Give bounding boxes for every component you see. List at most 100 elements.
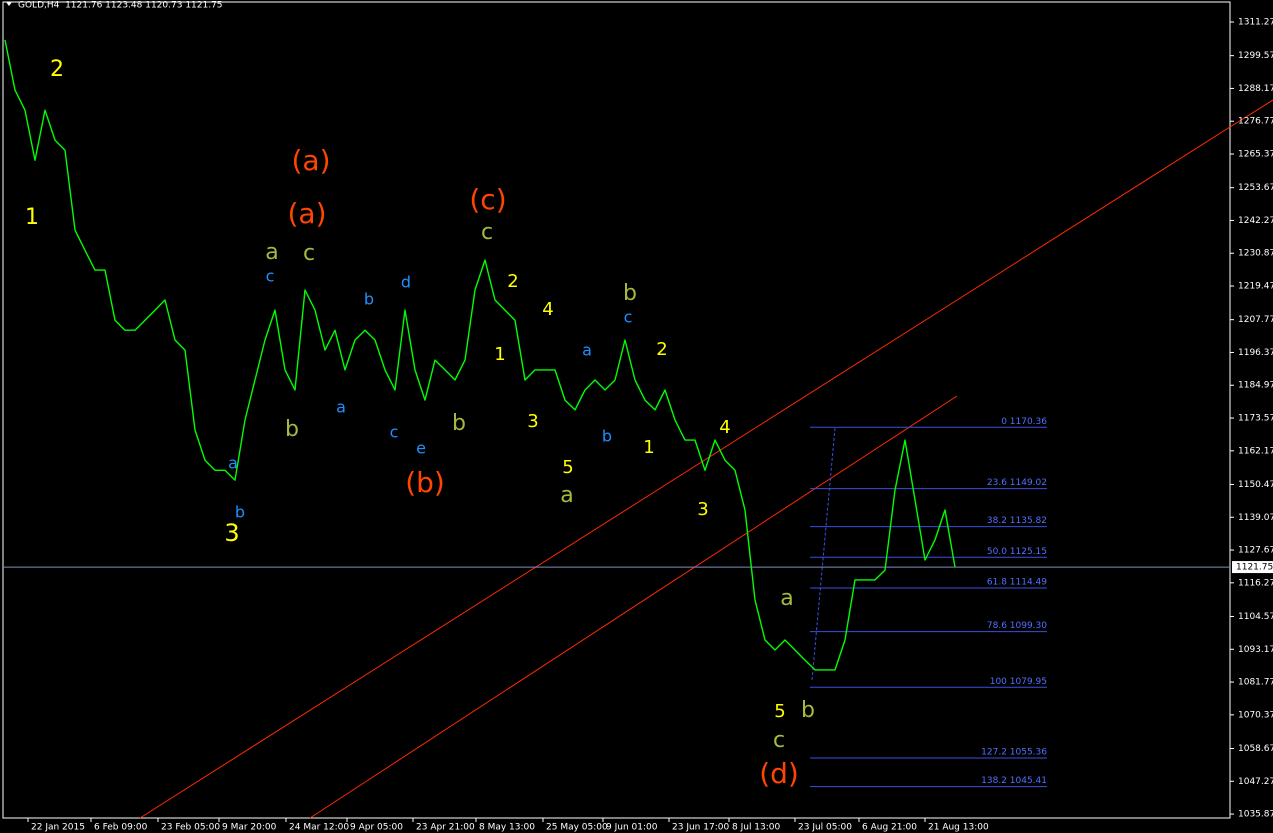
x-tick-label: 6 Aug 21:00	[862, 823, 917, 833]
y-tick-label: 1093.17	[1238, 645, 1273, 655]
x-tick-label: 24 Mar 12:00	[289, 823, 349, 833]
y-tick-label: 1265.37	[1238, 150, 1273, 160]
wave-label: 3	[697, 499, 708, 520]
wave-label: a	[336, 398, 346, 417]
y-tick-label: 1196.37	[1238, 348, 1273, 358]
fib-label: 23.6 1149.02	[987, 478, 1047, 488]
y-tick-label: 1081.77	[1238, 678, 1273, 688]
wave-label: b	[801, 698, 815, 723]
x-tick-label: 23 Feb 05:00	[161, 823, 220, 833]
wave-label: (d)	[759, 757, 799, 790]
x-tick-label: 9 Apr 05:00	[350, 823, 403, 833]
fib-trendline	[811, 427, 836, 681]
wave-label: 5	[562, 457, 573, 478]
wave-label: (c)	[469, 183, 506, 216]
y-tick-label: 1230.87	[1238, 249, 1273, 259]
y-tick-label: 1070.37	[1238, 710, 1273, 720]
x-tick-label: 9 Jun 01:00	[606, 823, 658, 833]
y-tick-label: 1219.47	[1238, 282, 1273, 292]
wave-label: b	[364, 290, 374, 309]
menu-arrow[interactable]	[6, 2, 12, 6]
y-tick-label: 1173.57	[1238, 414, 1273, 424]
wave-label: b	[235, 503, 245, 522]
fib-label: 127.2 1055.36	[981, 748, 1047, 758]
wave-label: c	[303, 241, 315, 266]
y-tick-label: 1311.27	[1238, 18, 1273, 28]
x-tick-label: 23 Apr 21:00	[416, 823, 475, 833]
wave-label: 4	[542, 299, 553, 320]
y-tick-label: 1253.67	[1238, 183, 1273, 193]
wave-label: 2	[50, 57, 64, 82]
x-tick-label: 21 Aug 13:00	[928, 823, 989, 833]
wave-label: c	[773, 728, 785, 753]
wave-label: 2	[656, 339, 667, 360]
y-tick-label: 1035.87	[1238, 810, 1273, 820]
y-tick-label: 1104.57	[1238, 612, 1273, 622]
fib-label: 50.0 1125.15	[987, 547, 1047, 557]
wave-label: (a)	[287, 197, 326, 230]
last-price-label: 1121.75	[1236, 563, 1273, 573]
trend-line-extension	[1229, 99, 1273, 128]
y-tick-label: 1139.07	[1238, 513, 1273, 523]
wave-label: 1	[643, 437, 654, 458]
wave-label: e	[416, 439, 426, 458]
y-tick-label: 1116.27	[1238, 578, 1273, 588]
chart-title: GOLD,H4 1121.76 1123.48 1120.73 1121.75	[18, 1, 223, 11]
wave-label: (b)	[405, 466, 445, 499]
wave-label: b	[452, 411, 466, 436]
y-tick-label: 1162.17	[1238, 446, 1273, 456]
trend-line	[139, 126, 1231, 819]
x-tick-label: 8 Jul 13:00	[732, 823, 781, 833]
fib-label: 0 1170.36	[1001, 417, 1047, 427]
y-tick-label: 1184.97	[1238, 381, 1273, 391]
y-tick-label: 1058.67	[1238, 744, 1273, 754]
wave-label: b	[285, 417, 299, 442]
wave-label: 5	[774, 701, 785, 722]
y-tick-label: 1276.77	[1238, 117, 1273, 127]
x-tick-label: 23 Jul 05:00	[798, 823, 852, 833]
fib-label: 61.8 1114.49	[987, 577, 1047, 587]
trend-line	[309, 395, 958, 819]
wave-label: 4	[719, 417, 730, 438]
wave-label: d	[401, 273, 411, 292]
wave-label: 2	[507, 271, 518, 292]
wave-label: 3	[527, 411, 538, 432]
price-line	[4, 39, 956, 671]
wave-label: a	[560, 483, 573, 508]
wave-label: a	[228, 454, 238, 473]
y-tick-label: 1242.27	[1238, 216, 1273, 226]
wave-label: c	[390, 423, 399, 442]
wave-label: c	[481, 220, 493, 245]
wave-label: c	[624, 308, 633, 327]
wave-label: (a)	[291, 144, 330, 177]
y-tick-label: 1127.67	[1238, 546, 1273, 556]
x-tick-label: 9 Mar 20:00	[222, 823, 277, 833]
x-tick-label: 23 Jun 17:00	[672, 823, 729, 833]
x-tick-label: 8 May 13:00	[479, 823, 535, 833]
fib-label: 100 1079.95	[990, 677, 1047, 687]
plot-frame	[2, 1, 1231, 819]
y-tick-label: 1288.17	[1238, 84, 1273, 94]
y-tick-label: 1299.57	[1238, 51, 1273, 61]
wave-label: a	[780, 586, 793, 611]
last-price-box	[1232, 561, 1273, 574]
x-tick-label: 6 Feb 09:00	[94, 823, 148, 833]
wave-label: b	[602, 427, 612, 446]
wave-label: 1	[25, 205, 39, 230]
x-tick-label: 22 Jan 2015	[31, 823, 85, 833]
wave-label: 1	[494, 344, 505, 365]
wave-label: a	[265, 240, 278, 265]
wave-label: b	[623, 281, 637, 306]
fib-label: 138.2 1045.41	[981, 776, 1047, 786]
fib-label: 38.2 1135.82	[987, 516, 1047, 526]
wave-label: c	[266, 267, 275, 286]
wave-label: 3	[224, 519, 239, 547]
y-tick-label: 1150.47	[1238, 480, 1273, 490]
wave-label: a	[582, 341, 592, 360]
y-tick-label: 1047.27	[1238, 777, 1273, 787]
y-tick-label: 1207.77	[1238, 315, 1273, 325]
x-tick-label: 25 May 05:00	[546, 823, 608, 833]
